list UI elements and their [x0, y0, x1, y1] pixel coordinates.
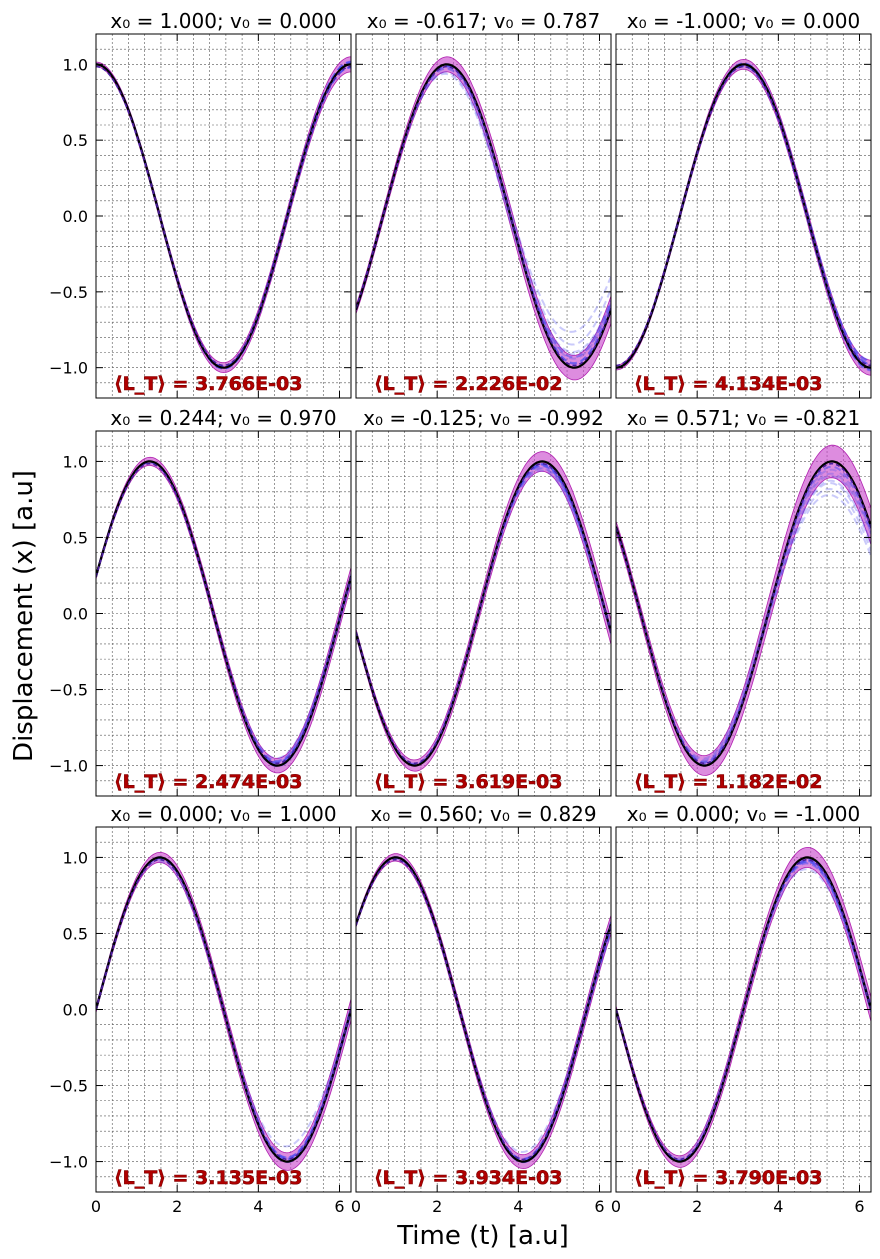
panel-title: x₀ = 0.560; v₀ = 0.829: [370, 802, 596, 826]
panel-title: x₀ = -0.125; v₀ = -0.992: [363, 406, 604, 430]
panel-5: x₀ = -0.125; v₀ = -0.992 ⟨L_T⟩ = 3.619E-0…: [355, 406, 612, 797]
mean-curve: [96, 858, 351, 1161]
panel-ticks: [355, 34, 611, 398]
uncertainty-band: [616, 444, 871, 776]
y-tick-label: 0.5: [63, 131, 88, 150]
loss-label: ⟨L_T⟩ = 2.226E-02: [374, 373, 563, 395]
panel-plot: [616, 444, 871, 776]
y-axis-label: Displacement (x) [a.u]: [9, 470, 39, 762]
panel-plot: [96, 56, 351, 374]
y-tick-label: 0.0: [63, 207, 88, 226]
y-tick-label: −0.5: [49, 283, 88, 302]
y-tick-label: −1.0: [49, 1153, 88, 1172]
panel-ticks: [95, 431, 351, 796]
reference-curve: [96, 856, 351, 1163]
y-tick-label: −0.5: [49, 1077, 88, 1096]
uncertainty-band: [356, 451, 611, 772]
reference-curve: [96, 63, 351, 369]
y-tick-label: −1.0: [49, 757, 88, 776]
panel-ticks: [355, 431, 611, 796]
panel-ticks: [95, 827, 351, 1192]
x-tick-label: 6: [594, 1197, 604, 1216]
panel-plot: [356, 853, 611, 1170]
x-tick-label: 0: [611, 1197, 621, 1216]
loss-label: ⟨L_T⟩ = 2.474E-03: [114, 771, 303, 793]
mean-curve: [616, 462, 871, 765]
reference-curve: [96, 460, 351, 767]
panel-plot: [616, 847, 871, 1168]
loss-label: ⟨L_T⟩ = 3.934E-03: [374, 1167, 563, 1189]
panel-3: x₀ = -1.000; v₀ = 0.000 ⟨L_T⟩ = 4.134E-03: [615, 9, 872, 399]
panel-title: x₀ = 0.571; v₀ = -0.821: [627, 406, 860, 430]
y-tick-label: 0.0: [63, 1001, 88, 1020]
uncertainty-band: [616, 58, 871, 376]
y-tick-label: 1.0: [63, 55, 88, 74]
panel-9: 0 2 4 6 x₀ = 0.000; v₀ = -1.000 ⟨L_T⟩ = 3.790…: [611, 802, 872, 1216]
x-tick-label: 2: [692, 1197, 702, 1216]
mean-curve: [356, 858, 611, 1161]
panel-plot: [96, 456, 351, 774]
panel-ticks: [615, 827, 871, 1192]
x-tick-label: 4: [513, 1197, 523, 1216]
panel-plot: [96, 852, 351, 1171]
loss-label: ⟨L_T⟩ = 3.619E-03: [374, 771, 563, 793]
loss-label: ⟨L_T⟩ = 4.134E-03: [634, 373, 823, 395]
panel-grid: [615, 430, 871, 797]
loss-label: ⟨L_T⟩ = 3.135E-03: [114, 1167, 303, 1189]
x-tick-label: 2: [172, 1197, 182, 1216]
panel-4: −1.0 −0.5 0.0 0.5 1.0 x₀ = 0.244; v₀ = 0.970 ⟨…: [49, 406, 352, 797]
panel-title: x₀ = 1.000; v₀ = 0.000: [110, 9, 336, 33]
reference-curve: [616, 856, 871, 1163]
panel-ticks: [615, 34, 871, 398]
panel-grid: [615, 33, 871, 399]
panel-ticks: [615, 431, 871, 796]
mean-curve: [356, 462, 611, 765]
reference-curve: [616, 63, 871, 369]
x-tick-label: 4: [773, 1197, 783, 1216]
y-tick-label: 0.5: [63, 528, 88, 547]
x-tick-label: 6: [334, 1197, 344, 1216]
mean-curve: [96, 462, 351, 765]
x-tick-label: 4: [253, 1197, 263, 1216]
panel-6: x₀ = 0.571; v₀ = -0.821 ⟨L_T⟩ = 1.182E-02: [615, 406, 872, 797]
y-tick-label: 0.0: [63, 605, 88, 624]
panel-7: −1.0 −0.5 0.0 0.5 1.0 0 2 4 6 x₀ = 0.000; v₀ = 1.…: [49, 802, 352, 1216]
panel-title: x₀ = -1.000; v₀ = 0.000: [627, 9, 860, 33]
y-tick-label: 1.0: [63, 848, 88, 867]
x-tick-label: 0: [91, 1197, 101, 1216]
panel-plot: [356, 451, 611, 772]
panel-title: x₀ = 0.244; v₀ = 0.970: [110, 406, 336, 430]
x-tick-label: 2: [432, 1197, 442, 1216]
x-tick-label: 6: [854, 1197, 864, 1216]
panels: −1.0 −0.5 0.0 0.5 1.0 x₀ = 1.000; v₀ = 0.000 ⟨…: [49, 9, 872, 1216]
panel-ticks: [355, 827, 611, 1192]
panel-ticks: [95, 34, 351, 398]
loss-label: ⟨L_T⟩ = 3.766E-03: [114, 373, 303, 395]
panel-title: x₀ = -0.617; v₀ = 0.787: [367, 9, 600, 33]
panel-title: x₀ = 0.000; v₀ = -1.000: [627, 802, 860, 826]
y-tick-label: −0.5: [49, 681, 88, 700]
y-tick-label: 1.0: [63, 452, 88, 471]
reference-curve: [356, 460, 611, 767]
y-tick-label: 0.5: [63, 924, 88, 943]
uncertainty-band: [96, 56, 351, 374]
panel-title: x₀ = 0.000; v₀ = 1.000: [110, 802, 336, 826]
y-tick-label: −1.0: [49, 359, 88, 378]
panel-plot: [356, 56, 611, 381]
panel-plot: [616, 58, 871, 376]
panel-1: −1.0 −0.5 0.0 0.5 1.0 x₀ = 1.000; v₀ = 0.000 ⟨…: [49, 9, 352, 399]
x-axis-label: Time (t) [a.u]: [396, 1221, 569, 1251]
loss-label: ⟨L_T⟩ = 1.182E-02: [634, 771, 823, 793]
mean-curve: [616, 858, 871, 1161]
x-tick-label: 0: [351, 1197, 361, 1216]
uncertainty-band: [356, 853, 611, 1170]
panel-8: 0 2 4 6 x₀ = 0.560; v₀ = 0.829 ⟨L_T⟩ = 3.934E…: [351, 802, 612, 1216]
mean-curve: [356, 65, 611, 367]
uncertainty-band: [96, 456, 351, 774]
panel-grid: [615, 826, 871, 1193]
panel-2: x₀ = -0.617; v₀ = 0.787 ⟨L_T⟩ = 2.226E-02: [355, 9, 612, 399]
loss-label: ⟨L_T⟩ = 3.790E-03: [634, 1167, 823, 1189]
